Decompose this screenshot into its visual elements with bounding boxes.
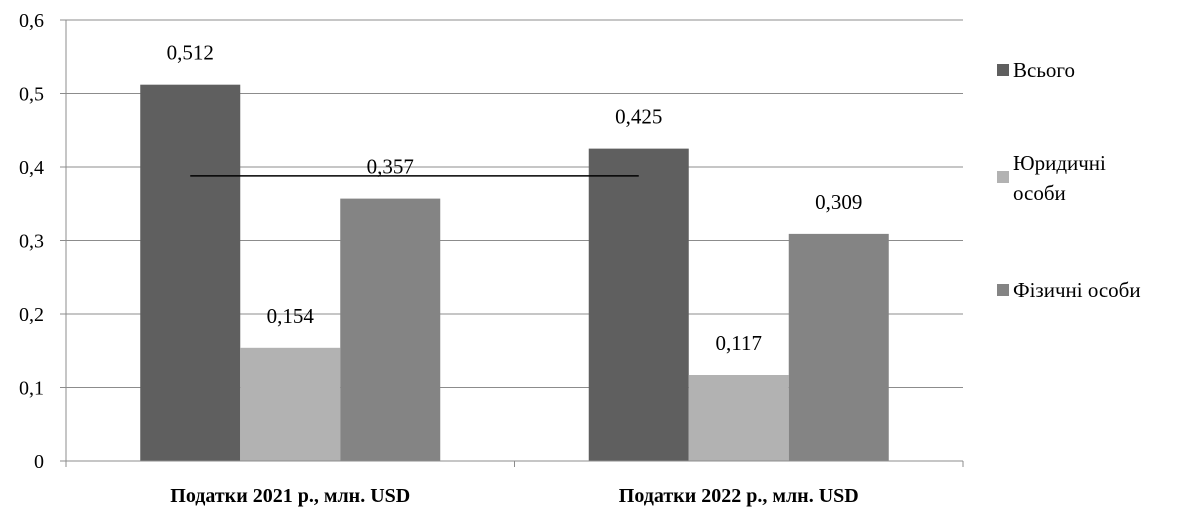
legend-item: Всього: [997, 58, 1075, 82]
legend-item: Юридичні особи: [997, 151, 1106, 205]
legend-label: Всього: [1013, 58, 1075, 82]
legend-label: Фізичні особи: [1013, 278, 1141, 302]
y-axis-ticks: 0 0,1 0,2 0,3 0,4 0,5 0,6: [19, 10, 66, 473]
bar: [788, 233, 889, 461]
y-tick-label: 0,2: [19, 304, 44, 326]
data-label: 0,154: [267, 304, 315, 328]
data-label: 0,309: [815, 190, 862, 214]
legend-swatch: [997, 284, 1009, 296]
data-label: 0,357: [367, 155, 414, 179]
data-label: 0,117: [716, 331, 762, 355]
y-tick-label: 0,1: [19, 378, 44, 400]
bars: [140, 84, 889, 462]
y-tick-label: 0,3: [19, 231, 44, 253]
x-category-label: Податки 2021 р., млн. USD: [170, 485, 410, 507]
legend-label: особи: [1013, 181, 1066, 205]
legend-swatch: [997, 64, 1009, 76]
y-tick-label: 0,6: [19, 10, 44, 32]
legend: Всього Юридичні особи Фізичні особи: [997, 58, 1141, 302]
bar: [140, 84, 241, 462]
bar: [240, 347, 341, 461]
category-labels: Податки 2021 р., млн. USD Податки 2022 р.…: [170, 485, 858, 507]
x-category-label: Податки 2022 р., млн. USD: [619, 485, 859, 507]
legend-swatch: [997, 171, 1009, 183]
y-tick-label: 0,4: [19, 157, 44, 179]
y-tick-label: 0: [34, 451, 44, 473]
bar: [688, 375, 789, 461]
axes: [65, 20, 964, 467]
bar: [340, 198, 441, 462]
legend-label: Юридичні: [1013, 151, 1106, 175]
data-labels: 0,512 0,154 0,357 0,425 0,117 0,309: [167, 41, 863, 355]
legend-item: Фізичні особи: [997, 278, 1141, 302]
data-label: 0,425: [615, 105, 662, 129]
y-tick-label: 0,5: [19, 84, 44, 106]
bar: [588, 148, 689, 461]
data-label: 0,512: [167, 41, 214, 65]
